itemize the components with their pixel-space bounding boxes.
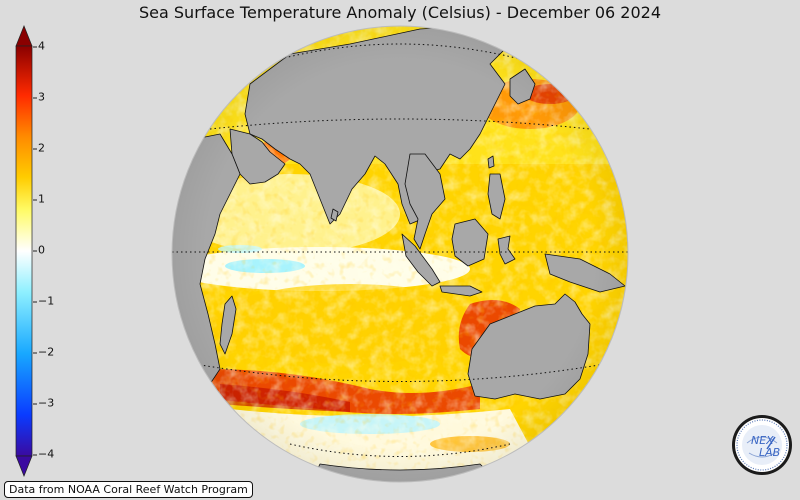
colorbar: 4 3 2 1 0 −1 −2 −3 −4 <box>12 24 72 480</box>
colorbar-tick: −2 <box>32 345 55 359</box>
globe-map <box>171 25 629 483</box>
map-title: Sea Surface Temperature Anomaly (Celsius… <box>139 3 661 22</box>
colorbar-min-arrow <box>15 455 33 477</box>
colorbar-tick: −3 <box>32 396 55 410</box>
nexlab-logo: NEX LAB <box>732 415 792 475</box>
colorbar-bar <box>15 25 33 477</box>
colorbar-tick: 4 <box>33 39 45 53</box>
logo-text-main: NEX <box>751 434 774 447</box>
colorbar-tick: 0 <box>33 243 45 257</box>
colorbar-max-arrow <box>15 25 33 47</box>
data-source-label: Data from NOAA Coral Reef Watch Program <box>4 481 253 498</box>
colorbar-tick: 2 <box>33 141 45 155</box>
colorbar-tick: 3 <box>33 90 45 104</box>
logo-text-sub: LAB <box>759 446 780 459</box>
colorbar-tick: −1 <box>32 294 55 308</box>
colorbar-tick: 1 <box>33 192 45 206</box>
colorbar-ticks: 4 3 2 1 0 −1 −2 −3 −4 <box>32 24 78 480</box>
colorbar-tick: −4 <box>32 447 55 461</box>
